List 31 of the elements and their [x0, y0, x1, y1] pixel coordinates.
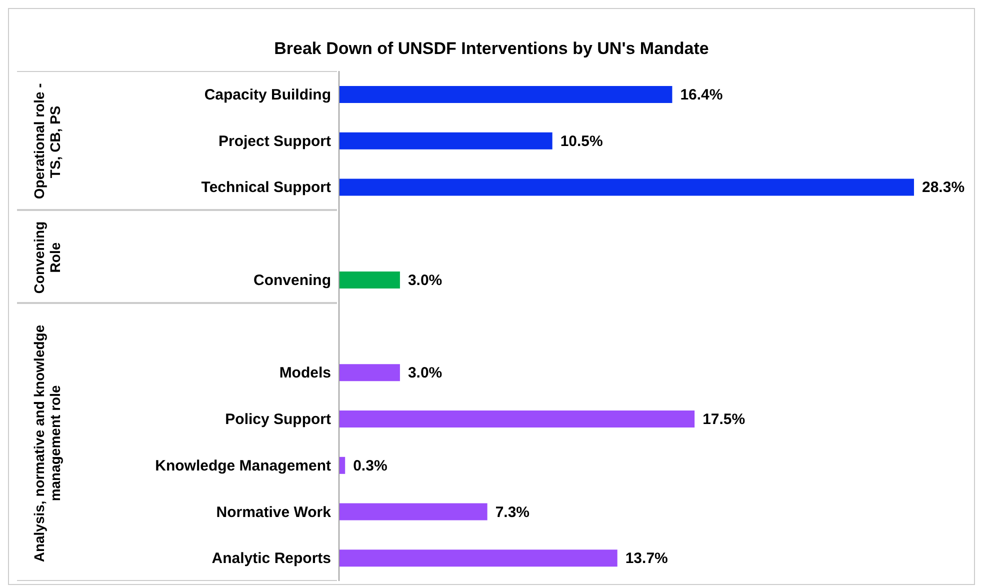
text: Analysis, normative and knowledge management role — [31, 323, 63, 564]
text: Operational role - TS, CB, PS — [31, 82, 63, 202]
data-label: 17.5% — [702, 411, 746, 428]
data-label: 10.5% — [560, 132, 603, 150]
data-label: 28.3% — [922, 179, 965, 196]
data-label: 3.0% — [408, 272, 442, 289]
y-tick-label: Project Support — [218, 132, 331, 150]
bar — [339, 503, 488, 520]
data-label: 3.0% — [408, 364, 442, 382]
bar — [339, 86, 672, 103]
y-tick-label: Knowledge Management — [155, 457, 331, 474]
bar — [339, 364, 400, 382]
bar — [339, 178, 914, 196]
y-tick-label: Normative Work — [216, 504, 332, 521]
y-tick-label: Capacity Building — [204, 86, 331, 104]
data-label: 13.7% — [625, 550, 668, 568]
y-tick-label: Technical Support — [201, 179, 332, 196]
data-label: 0.3% — [353, 457, 388, 474]
data-label: 16.4% — [680, 86, 723, 104]
y-tick-label: Policy Support — [225, 411, 332, 428]
bar — [339, 550, 618, 567]
data-label: 7.3% — [495, 504, 530, 521]
y-tick-label: Analytic Reports — [212, 550, 331, 568]
chart-title: Break Down of UNSDF Interventions by UN's Mandate — [273, 39, 710, 59]
y-tick-label: Models — [279, 364, 331, 382]
bar — [339, 410, 695, 428]
text: Convening Role — [31, 220, 63, 296]
y-tick-label: Convening — [254, 272, 331, 289]
bar — [339, 456, 346, 474]
bar — [339, 132, 552, 150]
bar — [339, 271, 400, 288]
